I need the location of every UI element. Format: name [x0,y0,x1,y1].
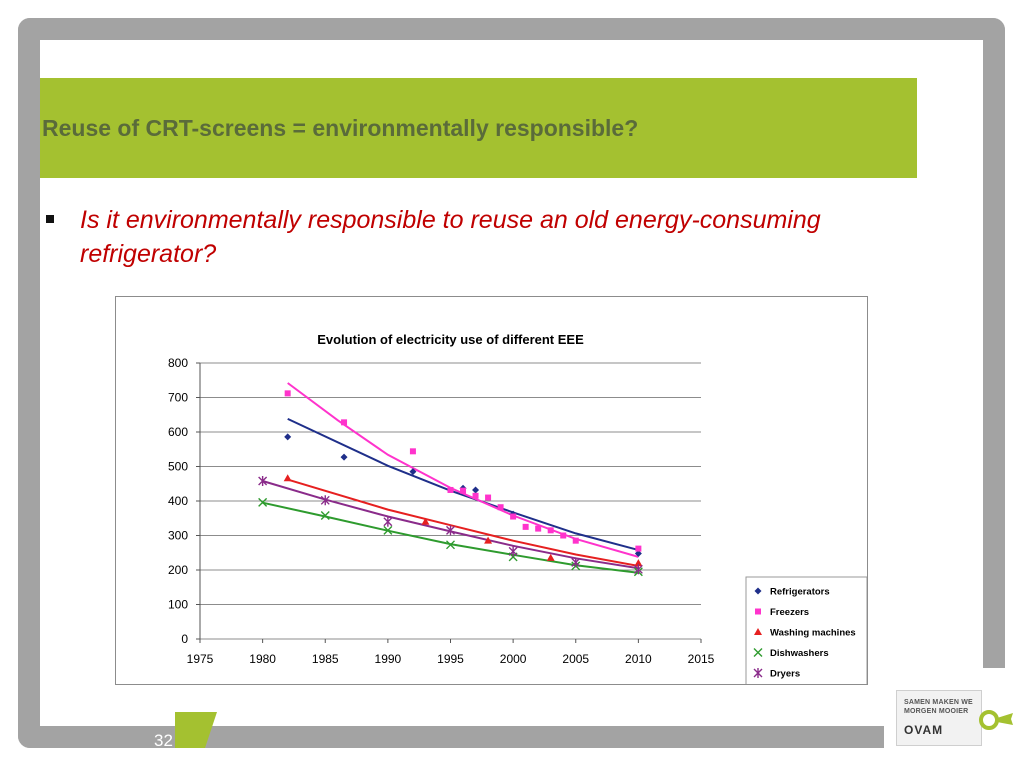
chart-svg: Evolution of electricity use of differen… [168,332,867,684]
slide-frame-left [18,18,40,748]
data-point [421,517,430,525]
legend-label: Washing machines [770,628,856,639]
legend-label: Freezers [770,607,809,618]
y-tick-label: 400 [168,494,188,508]
page-number-tab [175,712,217,748]
x-tick-label: 1980 [249,652,276,666]
data-point [341,419,348,426]
data-point [446,525,455,536]
trendline [287,478,639,567]
ovam-logo: SAMEN MAKEN WE MORGEN MOOIER OVAM [896,690,982,746]
x-tick-label: 2005 [562,652,589,666]
data-point [383,525,393,535]
legend-label: Dishwashers [770,648,829,659]
slide-frame-bottom [18,726,884,748]
data-point [320,510,330,520]
legend-box [745,576,867,684]
data-point [572,537,579,544]
data-point [571,557,581,568]
slide-frame-top [18,18,1005,40]
x-tick-label: 2010 [625,652,652,666]
y-tick-label: 800 [168,356,188,370]
title-band: Reuse of CRT-screens = environmentally r… [40,78,917,178]
x-tick-label: 1990 [375,652,402,666]
data-point [634,549,642,557]
data-point [258,475,268,486]
data-point [447,486,454,493]
y-tick-label: 700 [168,391,188,405]
legend-marker [753,668,763,678]
data-point [340,453,348,461]
data-point [546,553,555,561]
plug-leaf-icon [979,710,1013,730]
y-tick-label: 500 [168,460,188,474]
slide-title: Reuse of CRT-screens = environmentally r… [42,114,639,141]
data-point [535,525,542,532]
data-point [497,504,504,511]
data-point [283,474,292,482]
trendline [287,417,639,551]
data-point [633,564,643,575]
data-point [634,559,643,567]
data-point [635,545,642,552]
y-tick-label: 300 [168,529,188,543]
data-point [472,486,480,494]
data-point [284,390,291,397]
y-tick-label: 600 [168,425,188,439]
trendline [287,382,639,558]
logo-slogan-line1: SAMEN MAKEN WE [904,699,973,706]
bullet-square-icon [46,215,54,223]
data-point [510,513,517,520]
trendline [262,501,639,574]
data-point [409,468,417,476]
legend-marker [753,648,763,657]
x-tick-label: 1995 [437,652,464,666]
data-point [484,536,493,544]
legend-label: Refrigerators [770,587,830,598]
x-tick-label: 1975 [187,652,214,666]
y-tick-label: 100 [168,598,188,612]
legend-marker [754,587,762,595]
y-tick-label: 200 [168,563,188,577]
chart-title: Evolution of electricity use of differen… [317,332,584,347]
data-point [409,448,416,455]
data-point [446,540,455,550]
logo-slogan-line2: MORGEN MOOIER [904,708,969,715]
data-point [472,492,479,499]
y-tick-label: 0 [181,632,188,646]
data-point [383,516,393,527]
data-point [560,532,567,539]
x-tick-label: 1985 [312,652,339,666]
data-point [460,487,467,494]
data-point [508,546,518,557]
bullet-item: Is it environmentally responsible to reu… [46,203,866,271]
legend-marker [754,628,762,635]
chart-container: Evolution of electricity use of differen… [115,296,868,685]
logo-brand: OVAM [904,723,944,737]
page-number: 32 [154,731,173,750]
data-point [320,495,330,506]
data-point [522,523,529,530]
slide-frame-right [983,18,1005,668]
legend-marker [755,608,761,615]
data-point [284,433,292,441]
data-point [485,494,492,501]
data-point [547,527,554,534]
x-tick-label: 2000 [500,652,527,666]
x-tick-label: 2015 [688,652,715,666]
legend-label: Dryers [770,669,800,680]
bullet-text: Is it environmentally responsible to reu… [80,206,821,268]
data-point [258,497,268,507]
